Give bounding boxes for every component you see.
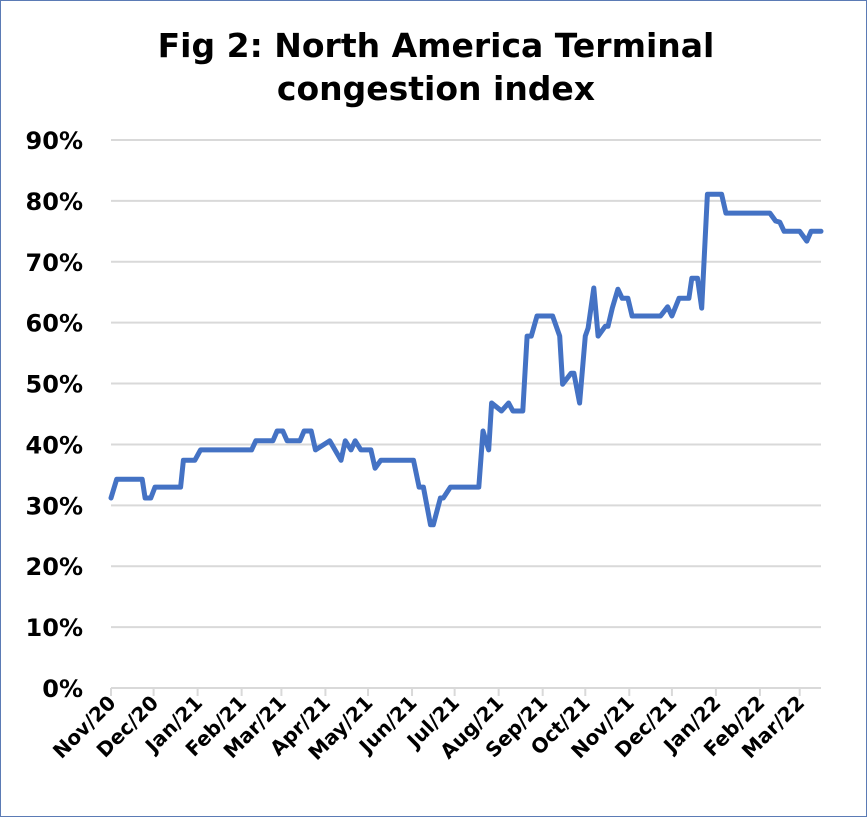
series-line — [108, 191, 824, 528]
y-tick-label: 70% — [26, 249, 83, 277]
chart-title-line-1: Fig 2: North America Terminal — [158, 26, 715, 65]
chart-title-line-2: congestion index — [277, 69, 595, 108]
y-tick-label: 10% — [26, 614, 83, 642]
y-tick-label: 0% — [42, 675, 83, 703]
y-tick-label: 40% — [26, 431, 83, 459]
y-tick-label: 80% — [26, 188, 83, 216]
y-tick-label: 90% — [26, 127, 83, 155]
y-tick-label: 30% — [26, 492, 83, 520]
y-tick-label: 20% — [26, 553, 83, 581]
y-tick-label: 50% — [26, 371, 83, 399]
y-tick-label: 60% — [26, 310, 83, 338]
